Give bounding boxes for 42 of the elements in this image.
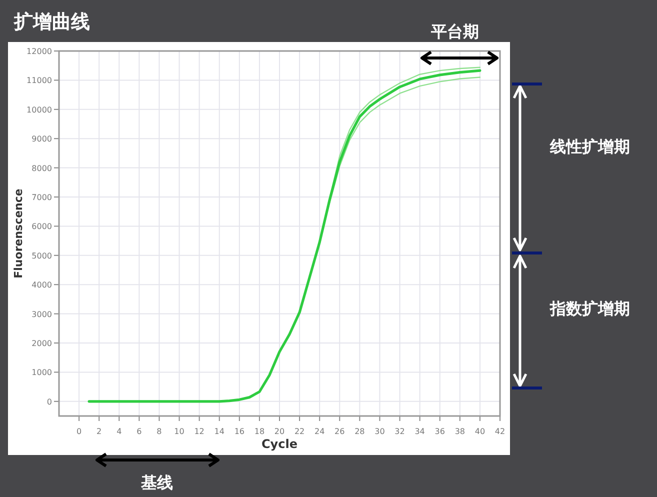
x-tick-label: 26 — [334, 427, 345, 436]
y-tick-label: 12000 — [26, 47, 52, 56]
text: 平台期 — [430, 22, 479, 41]
y-tick-label: 10000 — [26, 105, 52, 114]
x-tick-label: 22 — [294, 427, 305, 436]
y-tick-label: 2000 — [32, 339, 52, 348]
x-tick-label: 6 — [136, 427, 142, 436]
y-tick-label: 4000 — [32, 280, 52, 290]
y-tick-label: 6000 — [32, 222, 52, 232]
x-tick-label: 24 — [314, 427, 325, 436]
y-tick-label: 3000 — [32, 310, 52, 319]
x-tick-label: 32 — [394, 427, 405, 436]
y-tick-label: 11000 — [26, 76, 52, 86]
y-axis-title: Fluorenscence — [12, 188, 25, 278]
x-tick-label: 2 — [96, 427, 102, 436]
x-axis-title: Cycle — [262, 437, 298, 451]
y-tick-label: 5000 — [32, 251, 52, 260]
text: 基线 — [140, 473, 173, 492]
text: 线性扩增期 — [549, 137, 630, 156]
x-tick-label: 20 — [274, 427, 285, 436]
text: 指数扩增期 — [549, 299, 630, 318]
x-tick-label: 18 — [254, 427, 265, 436]
x-tick-label: 34 — [414, 427, 425, 436]
y-tick-label: 1000 — [32, 368, 52, 378]
x-tick-label: 36 — [434, 427, 445, 436]
x-tick-label: 30 — [374, 427, 385, 436]
x-tick-label: 8 — [156, 427, 162, 436]
y-tick-label: 8000 — [32, 164, 52, 173]
x-tick-label: 40 — [474, 427, 486, 436]
y-tick-label: 7000 — [32, 193, 52, 202]
x-tick-label: 14 — [214, 427, 224, 436]
x-tick-label: 28 — [354, 427, 365, 436]
x-tick-label: 12 — [194, 427, 204, 436]
y-tick-label: 9000 — [32, 134, 52, 144]
chart-title: 扩增曲线 — [13, 11, 90, 33]
x-tick-label: 10 — [174, 427, 184, 436]
x-tick-label: 4 — [116, 427, 122, 436]
x-tick-label: 38 — [454, 427, 466, 436]
x-tick-label: 42 — [494, 427, 506, 436]
x-tick-label: 0 — [76, 427, 82, 436]
x-tick-label: 16 — [234, 427, 245, 436]
y-tick-label: 0 — [46, 397, 52, 406]
